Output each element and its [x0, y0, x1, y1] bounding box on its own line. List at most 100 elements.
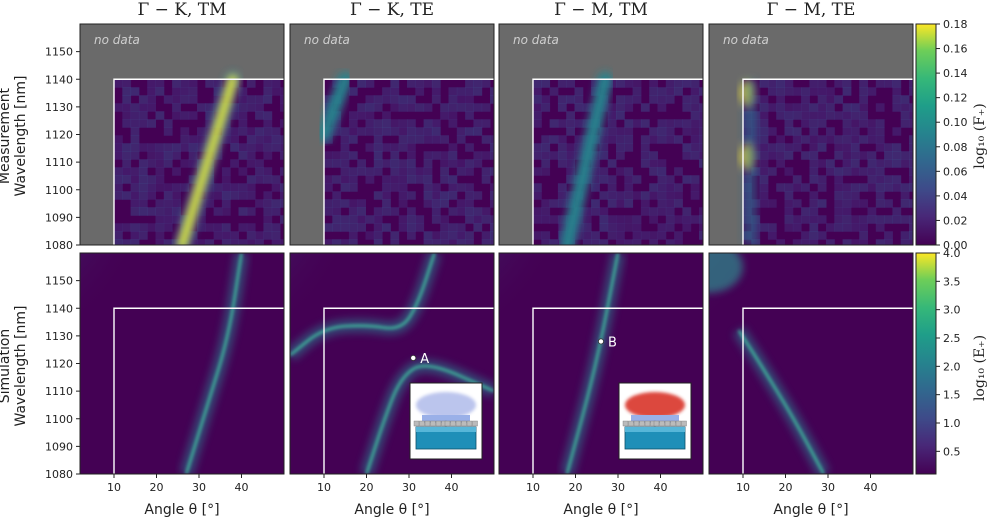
noise-cell	[163, 127, 173, 136]
noise-cell	[348, 207, 358, 216]
noise-cell	[263, 207, 273, 216]
noise-cell	[665, 119, 675, 128]
noise-cell	[456, 135, 466, 144]
noise-cell	[280, 119, 284, 128]
x-tick-label: 40	[654, 481, 668, 494]
noise-cell	[776, 183, 785, 192]
noise-cell	[440, 191, 449, 200]
noise-cell	[348, 223, 358, 232]
noise-cell	[607, 159, 617, 168]
noise-cell	[263, 79, 273, 88]
x-tick-label: 20	[150, 481, 164, 494]
noise-cell	[490, 183, 494, 192]
noise-cell	[465, 127, 474, 136]
noise-cell	[566, 151, 575, 160]
noise-cell	[557, 191, 567, 200]
noise-cell	[759, 175, 769, 184]
noise-cell	[155, 143, 165, 152]
noise-cell	[850, 151, 860, 160]
noise-cell	[213, 231, 223, 240]
noise-cell	[767, 223, 777, 232]
noise-cell	[456, 199, 466, 208]
noise-cell	[490, 199, 494, 208]
noise-cell	[640, 159, 650, 168]
noise-cell	[324, 207, 333, 216]
noise-cell	[213, 191, 223, 200]
noise-cell	[147, 79, 156, 88]
noise-cell	[280, 95, 284, 104]
noise-cell	[147, 175, 156, 184]
noise-cell	[599, 191, 609, 200]
noise-cell	[900, 199, 910, 208]
noise-cell	[900, 231, 910, 240]
noise-cell	[533, 87, 542, 96]
field-lobe	[625, 392, 685, 418]
noise-cell	[490, 135, 494, 144]
noise-cell	[632, 239, 642, 245]
noise-cell	[690, 143, 700, 152]
noise-cell	[221, 135, 231, 144]
noise-cell	[373, 191, 383, 200]
noise-cell	[784, 199, 794, 208]
noise-cell	[582, 223, 592, 232]
noise-cell	[490, 215, 494, 224]
noise-cell	[440, 103, 449, 112]
noise-cell	[255, 239, 264, 245]
noise-cell	[423, 231, 433, 240]
noise-cell	[767, 79, 777, 88]
noise-cell	[197, 127, 206, 136]
noise-cell	[221, 199, 231, 208]
noise-cell	[263, 191, 273, 200]
noise-cell	[138, 223, 148, 232]
noise-cell	[624, 79, 634, 88]
colorbar-tick-label: 3.5	[943, 275, 961, 288]
noise-cell	[867, 207, 877, 216]
noise-cell	[784, 127, 794, 136]
noise-cell	[340, 135, 350, 144]
noise-cell	[674, 183, 683, 192]
noise-cell	[390, 119, 400, 128]
noise-cell	[767, 231, 777, 240]
noise-cell	[674, 167, 683, 176]
noise-cell	[221, 167, 231, 176]
noise-cell	[533, 207, 542, 216]
noise-cell	[398, 159, 408, 168]
noise-cell	[172, 151, 181, 160]
x-tick-label: 20	[779, 481, 793, 494]
noise-cell	[541, 167, 551, 176]
noise-cell	[365, 95, 375, 104]
noise-cell	[390, 151, 400, 160]
noise-cell	[390, 127, 400, 136]
noise-cell	[792, 87, 802, 96]
mode-line	[737, 329, 825, 474]
noise-cell	[163, 159, 173, 168]
noise-cell	[456, 127, 466, 136]
noise-cell	[909, 215, 913, 224]
noise-cell	[465, 207, 474, 216]
noise-cell	[834, 191, 844, 200]
noise-cell	[188, 111, 198, 120]
noise-cell	[280, 183, 284, 192]
noise-cell	[809, 215, 819, 224]
lattice-cell	[430, 420, 436, 427]
noise-cell	[155, 175, 165, 184]
noise-cell	[431, 183, 441, 192]
noise-cell	[582, 239, 592, 245]
noise-cell	[690, 79, 700, 88]
noise-cell	[324, 199, 333, 208]
noise-cell	[875, 135, 885, 144]
noise-cell	[390, 143, 400, 152]
noise-cell	[130, 239, 140, 245]
noise-cell	[859, 87, 868, 96]
noise-cell	[859, 231, 868, 240]
noise-cell	[690, 151, 700, 160]
noise-cell	[263, 135, 273, 144]
noise-cell	[649, 87, 658, 96]
noise-cell	[197, 143, 206, 152]
noise-cell	[616, 239, 625, 245]
noise-cell	[809, 167, 819, 176]
noise-cell	[271, 127, 281, 136]
noise-cell	[431, 95, 441, 104]
noise-cell	[817, 175, 827, 184]
lattice-cell	[639, 420, 645, 427]
